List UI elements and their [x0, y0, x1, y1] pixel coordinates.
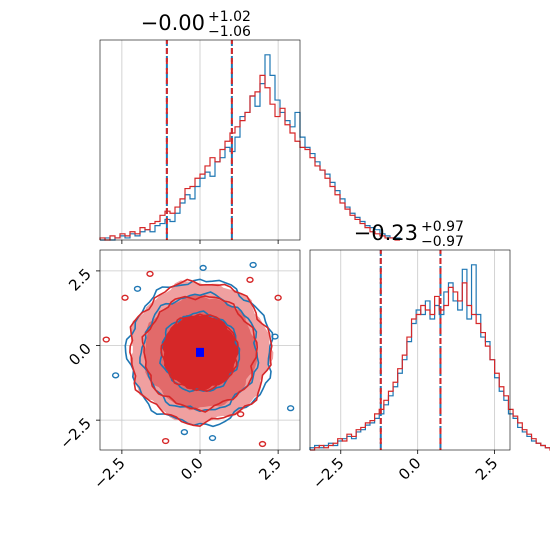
histogram-red: [99, 74, 400, 241]
tick-marks: [96, 270, 279, 454]
histogram-blue: [100, 54, 401, 241]
contour-line-red: [129, 278, 273, 428]
y-tick-label: 2.5: [65, 265, 95, 295]
x-tick-marks: [340, 450, 496, 454]
outlier-contour-blue: [271, 333, 279, 340]
title-upper-error: +1.02: [208, 9, 251, 25]
title-lower-error: −0.97: [421, 234, 464, 250]
outlier-contour-red: [274, 294, 282, 301]
title-upper-error: +0.97: [421, 219, 464, 235]
y-tick-label: −2.5: [56, 414, 94, 452]
x-tick-label: 2.5: [472, 454, 502, 484]
contour-line-red: [141, 295, 259, 413]
title-lower-error: −1.06: [208, 24, 251, 40]
outlier-contour-red: [102, 336, 110, 343]
x-tick-label: 2.5: [255, 454, 285, 484]
outlier-points: [102, 261, 295, 448]
outlier-contour-blue: [133, 285, 142, 292]
title-value: −0.23: [354, 221, 418, 245]
outlier-contour-red: [258, 440, 267, 448]
outlier-contour-blue: [111, 372, 120, 379]
x-tick-label: 0.0: [395, 454, 425, 484]
histogram-series-group: [99, 54, 401, 241]
grid-lines: [340, 250, 496, 450]
histogram-panel-param-2: −2.5 0.0 2.5 −0.23 +0.97 −0.97: [309, 219, 550, 493]
quantile-lines: [379, 250, 442, 450]
contour-line-red: [160, 313, 239, 392]
x-tick-label: −2.5: [309, 454, 347, 492]
outlier-contour-blue: [208, 434, 217, 442]
histogram-blue: [309, 264, 550, 450]
outlier-contour-red: [236, 411, 245, 418]
contour-panel: −2.5 0.0 2.5 2.5 0.0 −2.5: [56, 249, 301, 493]
median-marker: [196, 347, 204, 357]
outlier-contour-blue: [199, 264, 207, 272]
histogram-red: [310, 282, 550, 451]
x-tick-marks: [121, 240, 279, 244]
histogram-series-group: [309, 264, 550, 451]
quantile-lines: [165, 40, 233, 240]
contour-line-blue: [124, 278, 274, 428]
outlier-contour-red: [246, 276, 254, 283]
x-tick-label: −2.5: [90, 454, 128, 492]
x-tick-label: 0.0: [177, 454, 207, 484]
outlier-contour-blue: [180, 428, 189, 436]
y-tick-label: 0.0: [65, 340, 95, 370]
contour-line-blue: [139, 291, 260, 413]
outlier-contour-red: [121, 294, 129, 301]
grid-lines: [121, 40, 279, 240]
outlier-contour-blue: [286, 405, 295, 412]
axes-frame: [309, 249, 511, 451]
contour-lines: [124, 278, 274, 428]
histogram-panel-param-1: −0.00 +1.02 −1.06: [99, 9, 401, 244]
outlier-contour-red: [146, 270, 154, 277]
outlier-contour-red: [161, 437, 170, 445]
title-value: −0.00: [141, 11, 205, 35]
outlier-contour-blue: [249, 261, 257, 269]
